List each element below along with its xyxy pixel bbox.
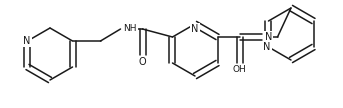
Text: N: N xyxy=(23,36,30,46)
Text: N: N xyxy=(264,32,272,42)
Text: O: O xyxy=(139,57,146,67)
Text: N: N xyxy=(191,24,199,34)
Text: OH: OH xyxy=(233,65,246,75)
Text: N: N xyxy=(263,42,270,52)
Text: NH: NH xyxy=(123,25,137,33)
